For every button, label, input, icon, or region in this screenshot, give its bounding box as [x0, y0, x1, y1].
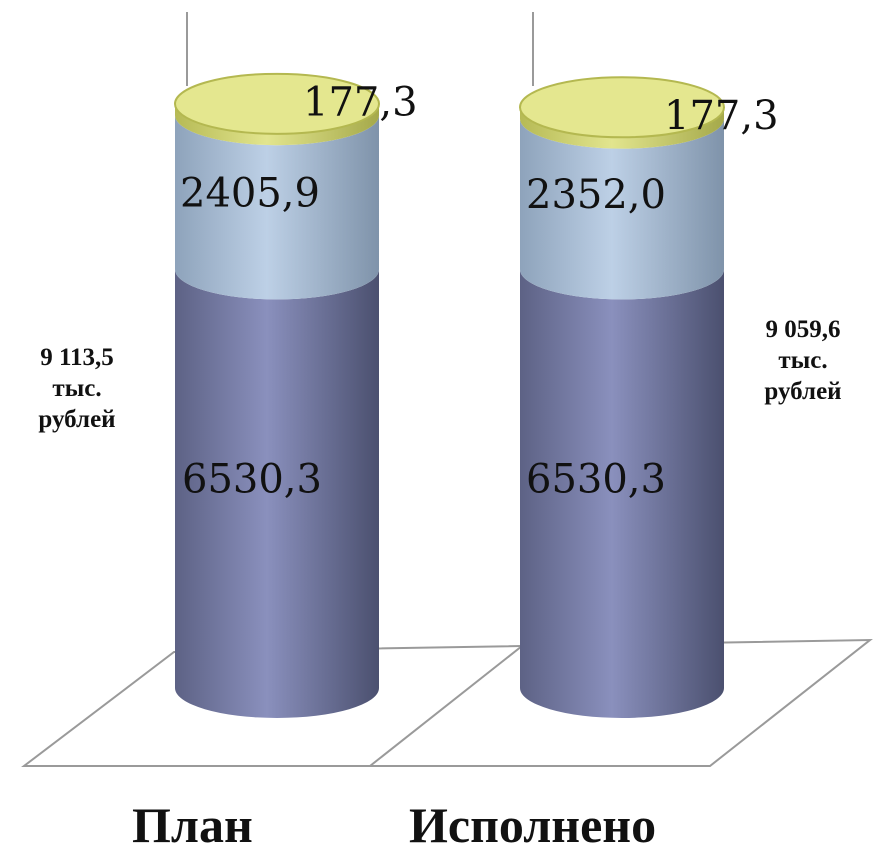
total-unit2-executed: рублей: [764, 378, 842, 405]
axis-frame: [21, 12, 873, 767]
floor-plane: [21, 638, 873, 767]
bar-plan-top: [175, 103, 379, 146]
total-value-plan: 9 113,5: [40, 344, 114, 371]
data-label-plan-base: 6530,3: [182, 457, 322, 503]
bar-plan-middle: [175, 115, 379, 300]
bar-executed-top: [520, 107, 724, 149]
data-label-executed-middle: 2352,0: [526, 172, 666, 218]
total-annotation-plan: 9 113,5 тыс. рублей: [2, 342, 152, 435]
data-label-executed-base: 6530,3: [526, 457, 666, 503]
total-unit-plan: тыс.: [52, 375, 102, 402]
data-label-plan-middle: 2405,9: [180, 170, 320, 216]
bar-plan-cap: [174, 72, 380, 135]
total-annotation-executed: 9 059,6 тыс. рублей: [728, 314, 874, 407]
bars-group: [174, 72, 725, 718]
category-label-executed: Исполнено: [409, 797, 657, 853]
bar-executed-base: [520, 269, 724, 718]
floor-divider: [369, 645, 523, 767]
bar-executed-cap: [519, 76, 725, 139]
total-unit-executed: тыс.: [778, 347, 828, 374]
total-value-executed: 9 059,6: [765, 316, 841, 343]
data-label-executed-top: 177,3: [664, 93, 779, 139]
category-label-plan: План: [132, 797, 253, 853]
segment-labels-group: 6530,3 2405,9 177,3 6530,3 2352,0 177,3: [180, 80, 779, 503]
data-label-plan-top: 177,3: [303, 80, 418, 126]
bar-executed-middle: [520, 118, 724, 300]
bar-plan-base: [175, 269, 379, 718]
total-unit2-plan: рублей: [38, 406, 116, 433]
